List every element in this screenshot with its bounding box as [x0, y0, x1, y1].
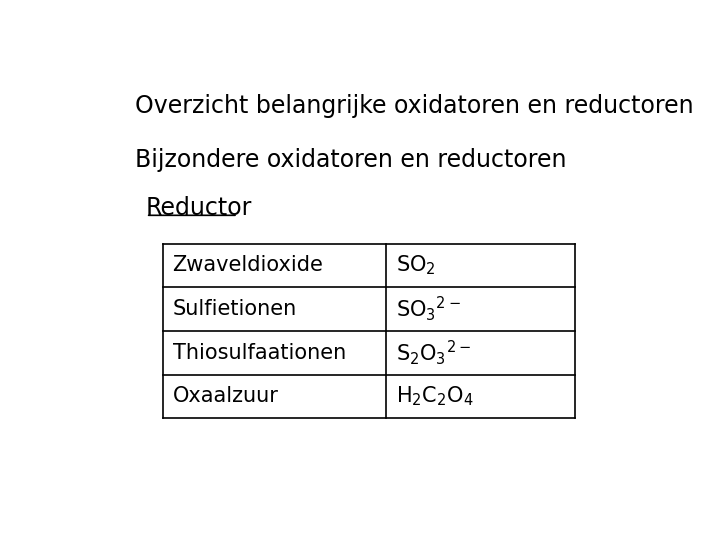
Text: Zwaveldioxide: Zwaveldioxide	[173, 255, 323, 275]
Text: Oxaalzuur: Oxaalzuur	[173, 387, 279, 407]
Text: H$_2$C$_2$O$_4$: H$_2$C$_2$O$_4$	[396, 384, 473, 408]
Text: Thiosulfaationen: Thiosulfaationen	[173, 343, 346, 363]
Text: Bijzondere oxidatoren en reductoren: Bijzondere oxidatoren en reductoren	[135, 148, 566, 172]
Text: Sulfietionen: Sulfietionen	[173, 299, 297, 319]
Text: SO$_3$$^{2-}$: SO$_3$$^{2-}$	[396, 295, 461, 323]
Text: Overzicht belangrijke oxidatoren en reductoren: Overzicht belangrijke oxidatoren en redu…	[135, 94, 693, 118]
Text: S$_2$O$_3$$^{2-}$: S$_2$O$_3$$^{2-}$	[396, 339, 471, 367]
Text: Reductor: Reductor	[145, 196, 252, 220]
Text: SO$_2$: SO$_2$	[396, 254, 436, 277]
